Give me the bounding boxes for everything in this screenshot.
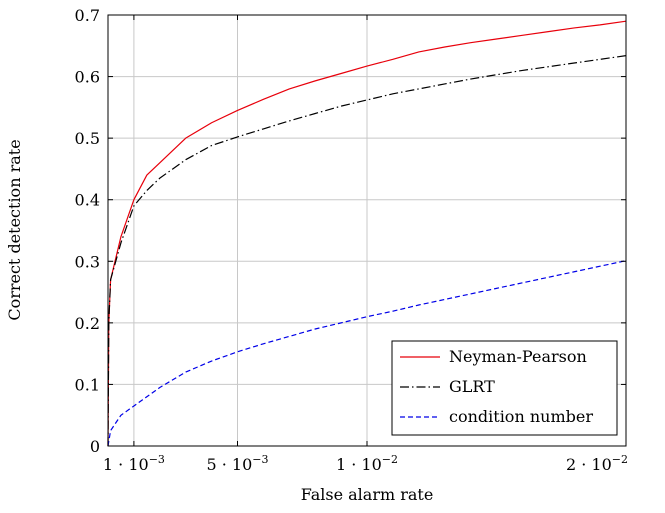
legend-label: Neyman-Pearson bbox=[449, 347, 587, 366]
y-tick-label: 0.7 bbox=[75, 6, 100, 25]
series-line-glrt bbox=[107, 55, 627, 447]
legend: Neyman-Pearson GLRT condition number bbox=[391, 340, 618, 436]
x-tick-label: 2 · 10−2 bbox=[566, 453, 628, 474]
y-tick-label: 0.6 bbox=[75, 68, 100, 87]
y-tick-label: 0.2 bbox=[75, 314, 100, 333]
legend-label: GLRT bbox=[449, 377, 495, 396]
y-tick-label: 0.5 bbox=[75, 129, 100, 148]
y-tick-label: 0.3 bbox=[75, 252, 100, 271]
grid-lines bbox=[108, 15, 626, 446]
x-tick-label: 5 · 10−3 bbox=[206, 453, 268, 474]
series-line-condition-number bbox=[107, 260, 627, 447]
y-axis-label: Correct detection rate bbox=[5, 139, 24, 320]
legend-label: condition number bbox=[449, 407, 593, 426]
x-tick-label: 1 · 10−3 bbox=[103, 453, 165, 474]
series-lines bbox=[107, 20, 627, 447]
x-axis-label: False alarm rate bbox=[301, 485, 434, 504]
y-tick-label: 0.4 bbox=[75, 191, 100, 210]
x-tick-label: 1 · 10−2 bbox=[336, 453, 398, 474]
series-line-neyman-pearson bbox=[107, 20, 627, 447]
y-tick-label: 0.1 bbox=[75, 375, 100, 394]
axis-ticks: 0 0.1 0.2 0.3 0.4 0.5 0.6 0.7 1 · 10−3 5 · 10−3 1 … bbox=[75, 6, 628, 474]
y-tick-label: 0 bbox=[90, 437, 100, 456]
